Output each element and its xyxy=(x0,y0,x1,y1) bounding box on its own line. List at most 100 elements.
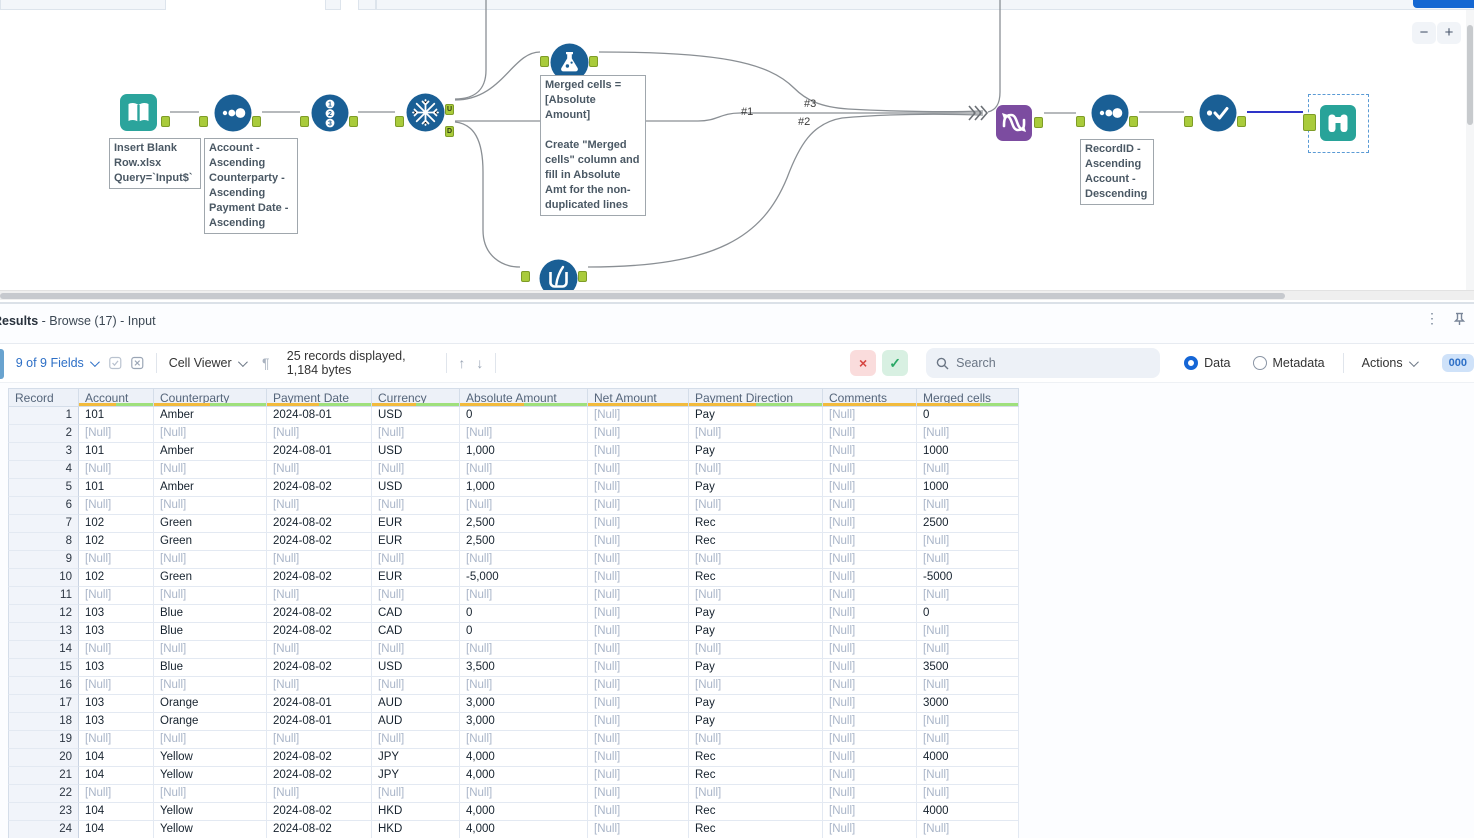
column-header-counterparty[interactable]: Counterparty xyxy=(154,388,267,407)
data-cell[interactable]: [Null] xyxy=(460,587,588,605)
data-cell[interactable]: [Null] xyxy=(689,425,823,443)
data-cell[interactable]: [Null] xyxy=(917,425,1019,443)
data-cell[interactable]: [Null] xyxy=(79,785,154,803)
data-cell[interactable]: [Null] xyxy=(917,731,1019,749)
data-cell[interactable]: HKD xyxy=(372,803,460,821)
data-cell[interactable]: [Null] xyxy=(917,533,1019,551)
data-cell[interactable]: Rec xyxy=(689,533,823,551)
data-cell[interactable]: 2024-08-02 xyxy=(267,479,372,497)
data-cell[interactable]: Yellow xyxy=(154,767,267,785)
data-cell[interactable]: 2024-08-01 xyxy=(267,713,372,731)
data-cell[interactable]: [Null] xyxy=(823,821,917,838)
data-cell[interactable]: 3,500 xyxy=(460,659,588,677)
record-number-cell[interactable]: 19 xyxy=(8,731,79,749)
zoom-in-button[interactable]: + xyxy=(1437,22,1461,44)
data-cell[interactable]: Pay xyxy=(689,407,823,425)
data-cell[interactable]: [Null] xyxy=(588,641,689,659)
unique-u-output-port[interactable]: U xyxy=(445,104,454,115)
browse-input-port[interactable] xyxy=(1303,114,1316,131)
data-cell[interactable]: Blue xyxy=(154,659,267,677)
sort2-input-port[interactable] xyxy=(1076,116,1085,127)
data-cell[interactable]: [Null] xyxy=(79,497,154,515)
data-cell[interactable]: CAD xyxy=(372,605,460,623)
data-cell[interactable]: [Null] xyxy=(823,497,917,515)
data-cell[interactable]: 2024-08-01 xyxy=(267,407,372,425)
record-number-cell[interactable]: 6 xyxy=(8,497,79,515)
data-cell[interactable]: 2024-08-02 xyxy=(267,767,372,785)
data-cell[interactable]: Rec xyxy=(689,569,823,587)
sort2-output-port[interactable] xyxy=(1129,116,1138,127)
data-cell[interactable]: [Null] xyxy=(823,551,917,569)
data-cell[interactable]: [Null] xyxy=(588,497,689,515)
data-radio[interactable] xyxy=(1184,356,1199,370)
data-cell[interactable]: [Null] xyxy=(154,785,267,803)
data-cell[interactable]: [Null] xyxy=(154,461,267,479)
data-cell[interactable]: Pay xyxy=(689,659,823,677)
record-number-cell[interactable]: 12 xyxy=(8,605,79,623)
data-cell[interactable]: AUD xyxy=(372,713,460,731)
data-cell[interactable]: [Null] xyxy=(588,695,689,713)
data-cell[interactable]: 1,000 xyxy=(460,479,588,497)
record-number-cell[interactable]: 22 xyxy=(8,785,79,803)
scroll-up-icon[interactable]: ↑ xyxy=(458,355,466,371)
unique-d-output-port[interactable]: D xyxy=(445,126,454,137)
data-cell[interactable]: 2024-08-02 xyxy=(267,749,372,767)
data-cell[interactable]: Blue xyxy=(154,605,267,623)
multirow-output-port[interactable] xyxy=(578,271,587,282)
data-cell[interactable]: [Null] xyxy=(917,713,1019,731)
recordid-output-port[interactable] xyxy=(349,116,358,127)
data-cell[interactable]: 101 xyxy=(79,479,154,497)
data-cell[interactable]: [Null] xyxy=(588,569,689,587)
data-cell[interactable]: [Null] xyxy=(823,749,917,767)
data-cell[interactable]: Pay xyxy=(689,443,823,461)
record-number-cell[interactable]: 16 xyxy=(8,677,79,695)
data-cell[interactable]: [Null] xyxy=(823,803,917,821)
sort1-output-port[interactable] xyxy=(252,116,261,127)
data-cell[interactable]: [Null] xyxy=(372,641,460,659)
data-cell[interactable]: [Null] xyxy=(267,641,372,659)
data-cell[interactable]: EUR xyxy=(372,515,460,533)
data-cell[interactable]: [Null] xyxy=(460,677,588,695)
fields-dropdown[interactable]: 9 of 9 Fields xyxy=(16,356,100,370)
data-cell[interactable]: [Null] xyxy=(154,497,267,515)
input-annotation[interactable]: Insert Blank Row.xlsx Query=`Input$` xyxy=(109,138,201,189)
data-cell[interactable]: USD xyxy=(372,659,460,677)
union-output-port[interactable] xyxy=(1034,117,1043,128)
record-number-cell[interactable]: 23 xyxy=(8,803,79,821)
data-cell[interactable]: Pay xyxy=(689,623,823,641)
formula-annotation[interactable]: Merged cells = [Absolute Amount] Create … xyxy=(540,75,646,216)
data-cell[interactable]: 103 xyxy=(79,623,154,641)
data-cell[interactable]: CAD xyxy=(372,623,460,641)
data-cell[interactable]: JPY xyxy=(372,749,460,767)
record-number-cell[interactable]: 20 xyxy=(8,749,79,767)
data-cell[interactable]: Orange xyxy=(154,695,267,713)
sort-tool-2[interactable] xyxy=(1091,94,1129,137)
data-cell[interactable]: 103 xyxy=(79,713,154,731)
data-cell[interactable]: [Null] xyxy=(460,425,588,443)
select-output-port[interactable] xyxy=(1237,116,1246,127)
select-input-port[interactable] xyxy=(1184,116,1193,127)
data-cell[interactable]: [Null] xyxy=(588,623,689,641)
data-cell[interactable]: [Null] xyxy=(267,461,372,479)
data-cell[interactable]: [Null] xyxy=(823,443,917,461)
data-cell[interactable]: Yellow xyxy=(154,803,267,821)
data-cell[interactable]: Pay xyxy=(689,479,823,497)
record-number-cell[interactable]: 24 xyxy=(8,821,79,838)
data-cell[interactable]: 2024-08-02 xyxy=(267,605,372,623)
data-cell[interactable]: 4000 xyxy=(917,749,1019,767)
data-cell[interactable]: Amber xyxy=(154,479,267,497)
recordid-input-port[interactable] xyxy=(300,116,309,127)
data-cell[interactable]: [Null] xyxy=(588,407,689,425)
data-cell[interactable]: [Null] xyxy=(588,677,689,695)
data-cell[interactable]: [Null] xyxy=(460,785,588,803)
data-cell[interactable]: [Null] xyxy=(79,425,154,443)
data-cell[interactable]: [Null] xyxy=(588,425,689,443)
data-cell[interactable]: [Null] xyxy=(267,677,372,695)
record-number-cell[interactable]: 17 xyxy=(8,695,79,713)
record-number-cell[interactable]: 2 xyxy=(8,425,79,443)
data-cell[interactable]: [Null] xyxy=(372,677,460,695)
data-cell[interactable]: [Null] xyxy=(823,785,917,803)
data-cell[interactable]: [Null] xyxy=(267,785,372,803)
record-number-cell[interactable]: 4 xyxy=(8,461,79,479)
sort1-annotation[interactable]: Account - Ascending Counterparty - Ascen… xyxy=(204,138,298,234)
